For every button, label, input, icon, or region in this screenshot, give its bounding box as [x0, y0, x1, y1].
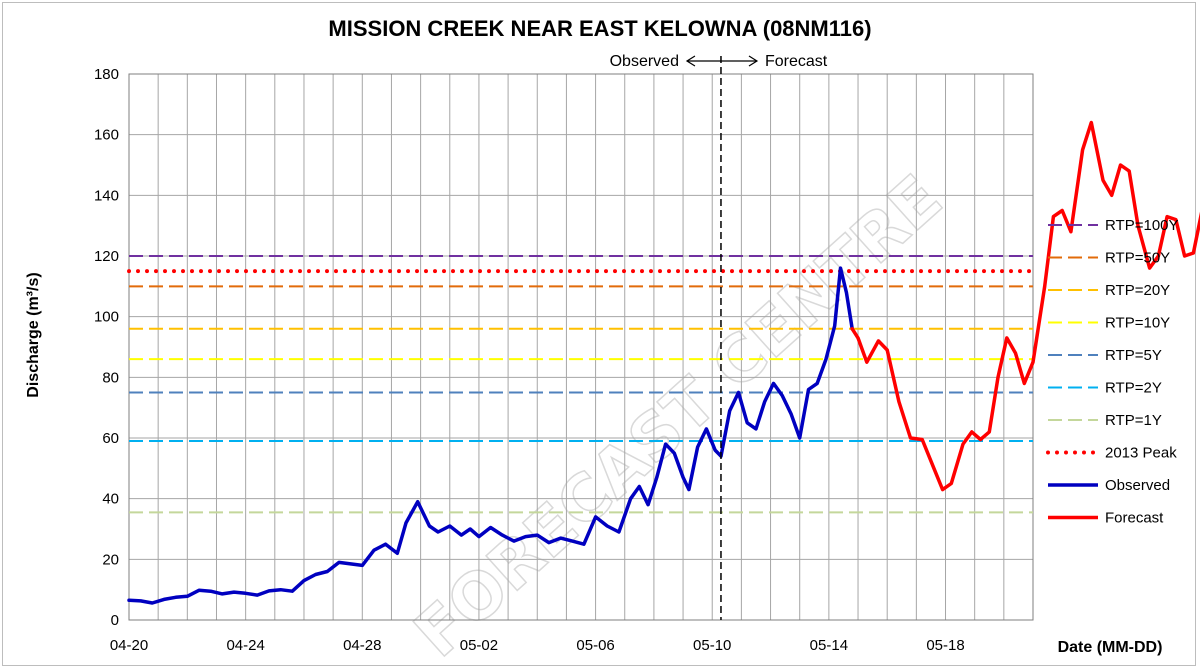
annotation-observed: Observed — [610, 53, 679, 70]
arrow-left-head — [685, 55, 696, 67]
legend-label-rtp-100y: RTP=100Y — [1105, 217, 1179, 234]
legend-label-rtp-10y: RTP=10Y — [1105, 315, 1170, 332]
arrow-right-head — [748, 55, 759, 67]
series-lines — [127, 120, 1200, 605]
x-tick-label-05-06: 05-06 — [576, 637, 614, 654]
x-tick-label-04-24: 04-24 — [226, 637, 264, 654]
return-period-lines — [127, 255, 1035, 514]
grid-lines — [128, 73, 1034, 621]
x-tick-label-05-18: 05-18 — [926, 637, 964, 654]
x-tick-label-05-14: 05-14 — [810, 637, 848, 654]
legend-label-observed: Observed — [1105, 477, 1170, 494]
x-tick-labels: 04-20 04-24 04-28 05-02 05-06 05-10 05-14 05-18 — [110, 637, 965, 654]
x-tick-label-04-20: 04-20 — [110, 637, 148, 654]
y-tick-label-160: 160 — [94, 127, 119, 144]
legend-label-rtp-1y: RTP=1Y — [1105, 412, 1162, 429]
x-tick-label-05-02: 05-02 — [460, 637, 498, 654]
legend-label-rtp-50y: RTP=50Y — [1105, 250, 1170, 267]
y-tick-label-120: 120 — [94, 248, 119, 265]
y-tick-label-80: 80 — [102, 369, 119, 386]
y-tick-labels: 0 20 40 60 80 100 120 140 160 180 — [94, 66, 119, 629]
series-line-forecast — [850, 120, 1200, 492]
legend-label-2013-peak: 2013 Peak — [1105, 445, 1177, 462]
annotation-forecast: Forecast — [765, 53, 828, 70]
watermark-text: FORECAST CENTRE — [401, 162, 956, 669]
y-tick-label-140: 140 — [94, 187, 119, 204]
series-line-observed — [127, 266, 854, 605]
y-tick-label-180: 180 — [94, 66, 119, 83]
x-tick-label-04-28: 04-28 — [343, 637, 381, 654]
legend-label-rtp-5y: RTP=5Y — [1105, 347, 1162, 364]
legend-label-rtp-2y: RTP=2Y — [1105, 380, 1162, 397]
x-axis-title: Date (MM-DD) — [1058, 639, 1163, 656]
x-tick-label-05-10: 05-10 — [693, 637, 731, 654]
y-axis-title: Discharge (m³/s) — [25, 272, 42, 397]
legend-label-rtp-20y: RTP=20Y — [1105, 282, 1170, 299]
y-tick-label-20: 20 — [102, 551, 119, 568]
y-tick-label-40: 40 — [102, 491, 119, 508]
y-tick-label-0: 0 — [111, 612, 119, 629]
y-tick-label-60: 60 — [102, 430, 119, 447]
y-tick-label-100: 100 — [94, 309, 119, 326]
chart-title: MISSION CREEK NEAR EAST KELOWNA (08NM116… — [328, 16, 871, 41]
legend-label-forecast: Forecast — [1105, 510, 1164, 527]
legend: RTP=100Y RTP=50Y RTP=20Y RTP=10Y RTP=5Y RTP=2… — [1046, 217, 1179, 527]
plot-area-border — [128, 73, 1034, 621]
observed-forecast-divider — [685, 55, 759, 620]
